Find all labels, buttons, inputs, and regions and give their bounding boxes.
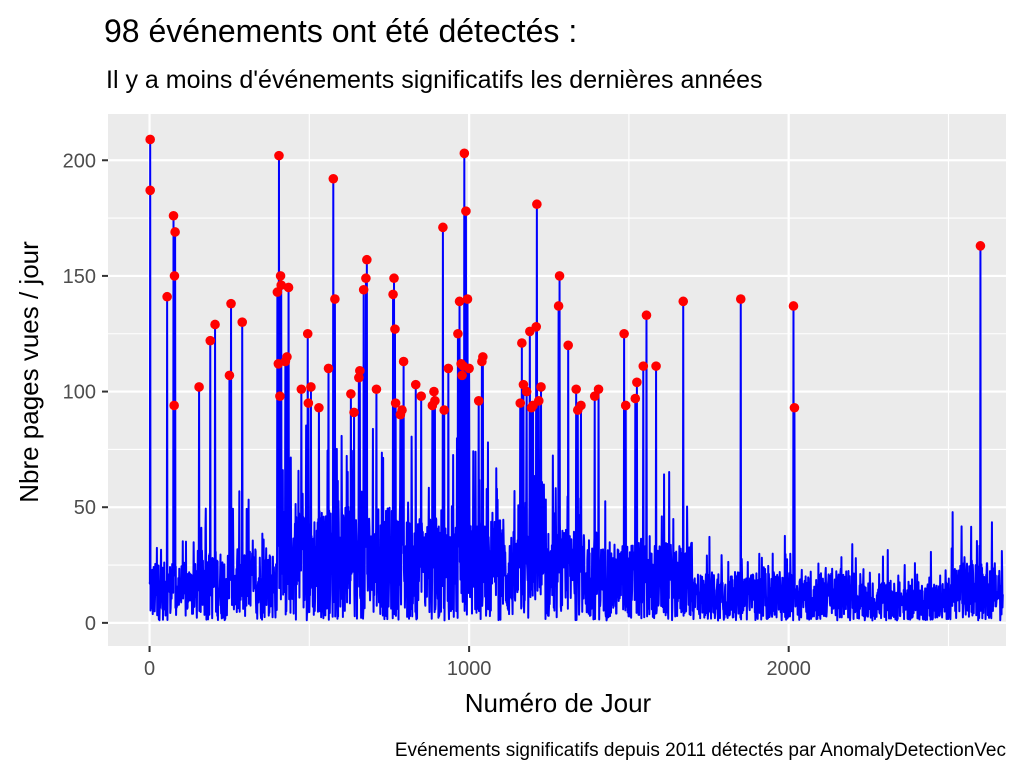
anomaly-point — [651, 361, 661, 371]
y-tick-label: 150 — [63, 266, 96, 288]
anomaly-point — [439, 405, 449, 415]
anomaly-point — [571, 384, 581, 395]
anomaly-point — [314, 402, 324, 413]
anomaly-points — [145, 134, 986, 420]
y-tick-label: 100 — [63, 382, 96, 404]
anomaly-point — [536, 382, 546, 392]
chart-caption: Evénements significatifs depuis 2011 dét… — [395, 740, 1006, 761]
anomaly-point — [169, 271, 180, 281]
anomaly-point — [735, 294, 746, 304]
anomaly-point — [302, 328, 313, 339]
anomaly-point — [632, 377, 642, 388]
anomaly-point — [620, 400, 631, 411]
x-axis-title: Numéro de Jour — [465, 688, 652, 718]
axis-ticks — [102, 159, 790, 652]
anomaly-point — [355, 365, 365, 376]
anomaly-point — [390, 398, 401, 408]
anomaly-point — [576, 400, 586, 411]
anomaly-point — [619, 328, 629, 339]
anomaly-point — [362, 254, 372, 265]
anomaly-point — [459, 148, 470, 159]
anomaly-point — [224, 370, 235, 381]
anomaly-point — [145, 134, 155, 145]
anomaly-point — [462, 294, 473, 304]
chart-title: 98 événements ont été détectés : — [104, 13, 577, 49]
anomaly-point — [473, 396, 484, 406]
anomaly-point — [410, 379, 421, 390]
y-tick-label: 0 — [85, 613, 96, 635]
anomaly-point — [361, 273, 371, 284]
anomaly-point — [210, 319, 220, 330]
anomaly-point — [170, 227, 180, 237]
anomaly-point — [975, 241, 986, 251]
anomaly-point — [328, 173, 339, 184]
anomaly-point — [478, 352, 488, 362]
y-tick-label: 200 — [63, 150, 96, 172]
anomaly-point — [306, 382, 316, 392]
anomaly-point — [398, 356, 409, 367]
anomaly-point — [237, 317, 248, 327]
anomaly-point — [168, 210, 179, 221]
anomaly-point — [275, 391, 285, 401]
y-axis-title: Nbre pages vues / jour — [14, 241, 44, 503]
anomaly-point — [205, 335, 216, 346]
anomaly-point — [226, 298, 236, 309]
anomaly-point — [416, 391, 426, 401]
x-tick-label: 0 — [144, 658, 155, 680]
anomaly-point — [461, 206, 471, 216]
anomaly-point — [371, 384, 382, 395]
anomaly-point — [282, 352, 292, 362]
anomaly-point — [789, 402, 800, 413]
anomaly-point — [429, 386, 439, 397]
anomaly-point — [443, 363, 454, 374]
anomaly-point — [531, 322, 542, 332]
anomaly-point — [532, 199, 542, 210]
anomaly-point — [788, 301, 799, 311]
anomaly-point — [464, 363, 474, 374]
anomaly-point — [517, 338, 527, 348]
y-tick-label: 50 — [74, 497, 96, 519]
anomaly-point — [593, 384, 604, 395]
anomaly-point — [283, 282, 294, 293]
anomaly-point — [323, 363, 334, 374]
anomaly-point — [641, 310, 652, 321]
anomaly-point — [296, 384, 307, 395]
anomaly-point — [346, 389, 356, 399]
anomaly-point — [438, 222, 448, 233]
anomaly-point — [533, 396, 544, 406]
anomaly-point — [349, 407, 359, 418]
anomaly-point — [630, 393, 641, 404]
anomaly-point — [303, 398, 314, 408]
anomaly-point — [276, 280, 287, 290]
x-tick-label: 1000 — [447, 658, 492, 680]
chart-subtitle: Il y a moins d'événements significatifs … — [106, 66, 763, 94]
anomaly-point — [457, 370, 467, 381]
anomaly-point — [454, 296, 465, 307]
anomaly-point — [638, 361, 649, 371]
anomaly-point — [330, 294, 340, 304]
anomaly-point — [194, 382, 204, 392]
anomaly-point — [274, 150, 284, 161]
anomaly-point — [563, 340, 573, 351]
anomaly-point — [397, 405, 407, 415]
anomaly-point — [521, 386, 532, 397]
anomaly-point — [515, 398, 526, 408]
anomaly-point — [678, 296, 689, 307]
anomaly-point — [430, 396, 440, 406]
anomaly-point — [390, 324, 400, 334]
anomaly-point — [453, 328, 463, 339]
x-tick-label: 2000 — [766, 658, 811, 680]
anomaly-point — [358, 284, 369, 295]
anomaly-point — [388, 289, 398, 300]
anomaly-point — [553, 301, 564, 311]
axis-tick-labels: 0 1000 2000 0 50 100 150 200 — [63, 150, 811, 680]
anomaly-point — [275, 271, 286, 281]
anomaly-point — [145, 185, 155, 196]
anomaly-point — [554, 271, 565, 281]
anomaly-point — [389, 273, 399, 284]
anomaly-point — [169, 400, 179, 411]
anomaly-point — [162, 291, 172, 302]
